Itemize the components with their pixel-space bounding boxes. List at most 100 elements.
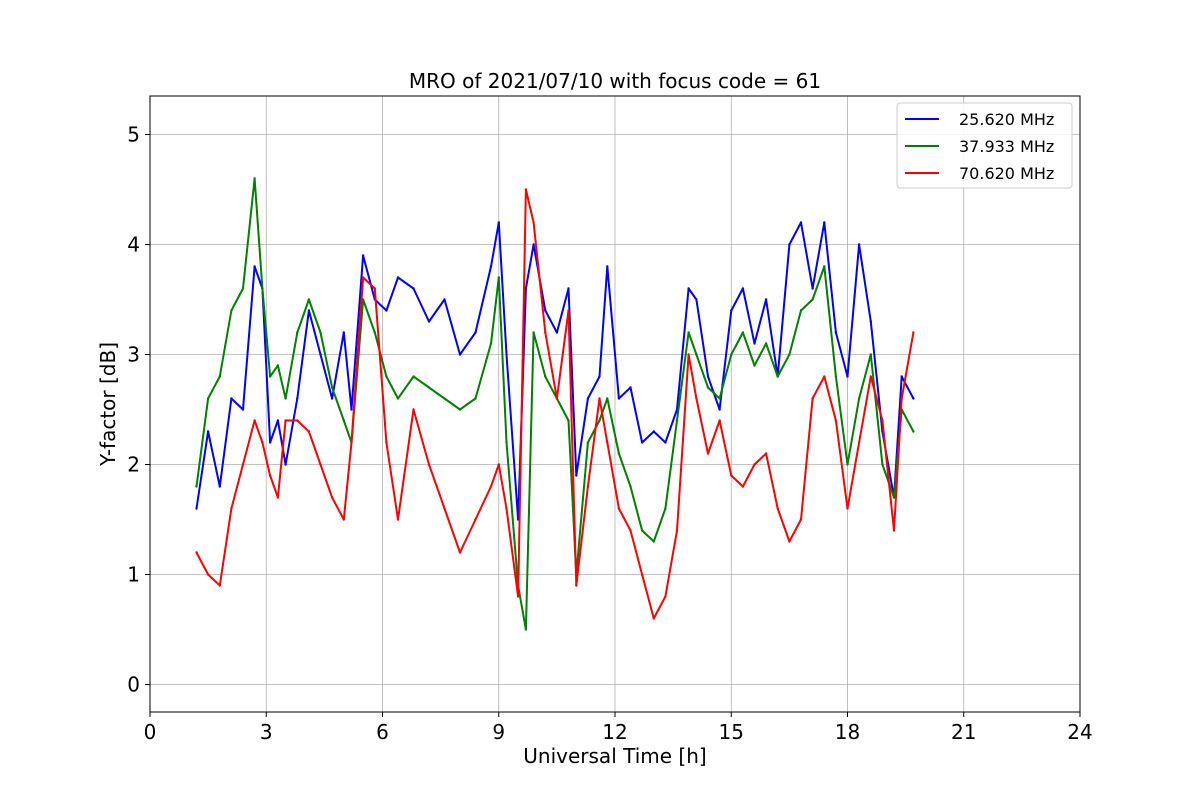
- data-point: [230, 507, 233, 510]
- data-point: [342, 331, 345, 334]
- data-point: [846, 375, 849, 378]
- y-tick-label: 3: [127, 343, 140, 367]
- data-point: [718, 419, 721, 422]
- data-point: [695, 298, 698, 301]
- data-point: [788, 353, 791, 356]
- data-point: [195, 507, 198, 510]
- data-point: [586, 441, 590, 444]
- data-point: [253, 419, 256, 422]
- data-point: [730, 309, 733, 312]
- data-point: [330, 386, 334, 389]
- data-point: [396, 518, 400, 521]
- data-point: [617, 452, 621, 455]
- x-tick-label: 9: [492, 720, 505, 744]
- data-point: [443, 298, 446, 301]
- data-point: [361, 254, 365, 257]
- data-point: [307, 430, 311, 433]
- y-tick-label: 5: [127, 123, 140, 147]
- data-point: [823, 221, 826, 224]
- data-point: [788, 243, 791, 246]
- data-point: [474, 518, 477, 521]
- data-point: [319, 353, 322, 356]
- data-point: [567, 287, 570, 290]
- data-point: [834, 375, 838, 378]
- data-point: [912, 397, 915, 400]
- data-point: [799, 518, 803, 521]
- data-point: [532, 243, 535, 246]
- data-point: [912, 430, 915, 433]
- data-point: [241, 463, 245, 466]
- data-point: [241, 287, 245, 290]
- data-point: [892, 529, 896, 532]
- data-point: [524, 188, 528, 191]
- data-point: [857, 397, 861, 400]
- data-point: [555, 331, 559, 334]
- data-point: [776, 375, 779, 378]
- data-point: [268, 441, 272, 444]
- data-point: [497, 221, 500, 224]
- data-point: [396, 397, 400, 400]
- x-tick-label: 3: [260, 720, 273, 744]
- data-point: [296, 397, 299, 400]
- data-point: [412, 408, 415, 411]
- data-point: [575, 584, 578, 587]
- data-point: [427, 386, 431, 389]
- data-point: [253, 265, 256, 268]
- y-tick-label: 1: [127, 563, 140, 587]
- data-point: [640, 441, 644, 444]
- data-point: [834, 331, 838, 334]
- data-point: [706, 375, 710, 378]
- x-tick-label: 24: [1067, 720, 1092, 744]
- chart-title: MRO of 2021/07/10 with focus code = 61: [409, 69, 821, 93]
- data-point: [629, 529, 632, 532]
- data-point: [846, 463, 849, 466]
- data-point: [799, 221, 803, 224]
- y-ticks: 0 1 2 3 4 5: [127, 123, 150, 697]
- data-point: [598, 419, 601, 422]
- data-point: [218, 485, 221, 488]
- data-point: [206, 397, 210, 400]
- data-point: [330, 397, 334, 400]
- x-axis-label: Universal Time [h]: [523, 744, 706, 768]
- x-ticks: 0 3 6 9 12 15 18 21 24: [144, 712, 1093, 744]
- data-point: [195, 485, 198, 488]
- data-point: [575, 474, 578, 477]
- legend-label: 70.620 MHz: [959, 164, 1054, 183]
- data-point: [811, 397, 814, 400]
- data-point: [443, 507, 446, 510]
- data-point: [532, 331, 535, 334]
- data-point: [505, 507, 508, 510]
- data-point: [350, 441, 353, 444]
- y-tick-label: 0: [127, 673, 140, 697]
- data-point: [764, 342, 768, 345]
- data-point: [497, 276, 500, 279]
- data-point: [706, 386, 710, 389]
- x-tick-label: 15: [719, 720, 744, 744]
- data-point: [268, 375, 272, 378]
- data-point: [458, 408, 462, 411]
- data-point: [458, 551, 462, 554]
- x-tick-label: 18: [835, 720, 860, 744]
- data-point: [427, 320, 431, 323]
- data-point: [912, 331, 915, 334]
- data-point: [307, 298, 311, 301]
- data-point: [524, 287, 528, 290]
- data-point: [776, 507, 779, 510]
- data-point: [373, 331, 376, 334]
- data-point: [361, 276, 365, 279]
- data-point: [811, 298, 814, 301]
- data-point: [811, 287, 814, 290]
- data-point: [276, 364, 280, 367]
- data-point: [567, 309, 570, 312]
- data-point: [753, 364, 756, 367]
- data-point: [230, 309, 233, 312]
- data-point: [834, 419, 838, 422]
- data-point: [195, 551, 198, 554]
- data-point: [489, 342, 493, 345]
- legend-label: 25.620 MHz: [959, 110, 1054, 129]
- data-point: [489, 265, 493, 268]
- data-point: [741, 485, 745, 488]
- data-point: [764, 298, 768, 301]
- data-point: [857, 243, 861, 246]
